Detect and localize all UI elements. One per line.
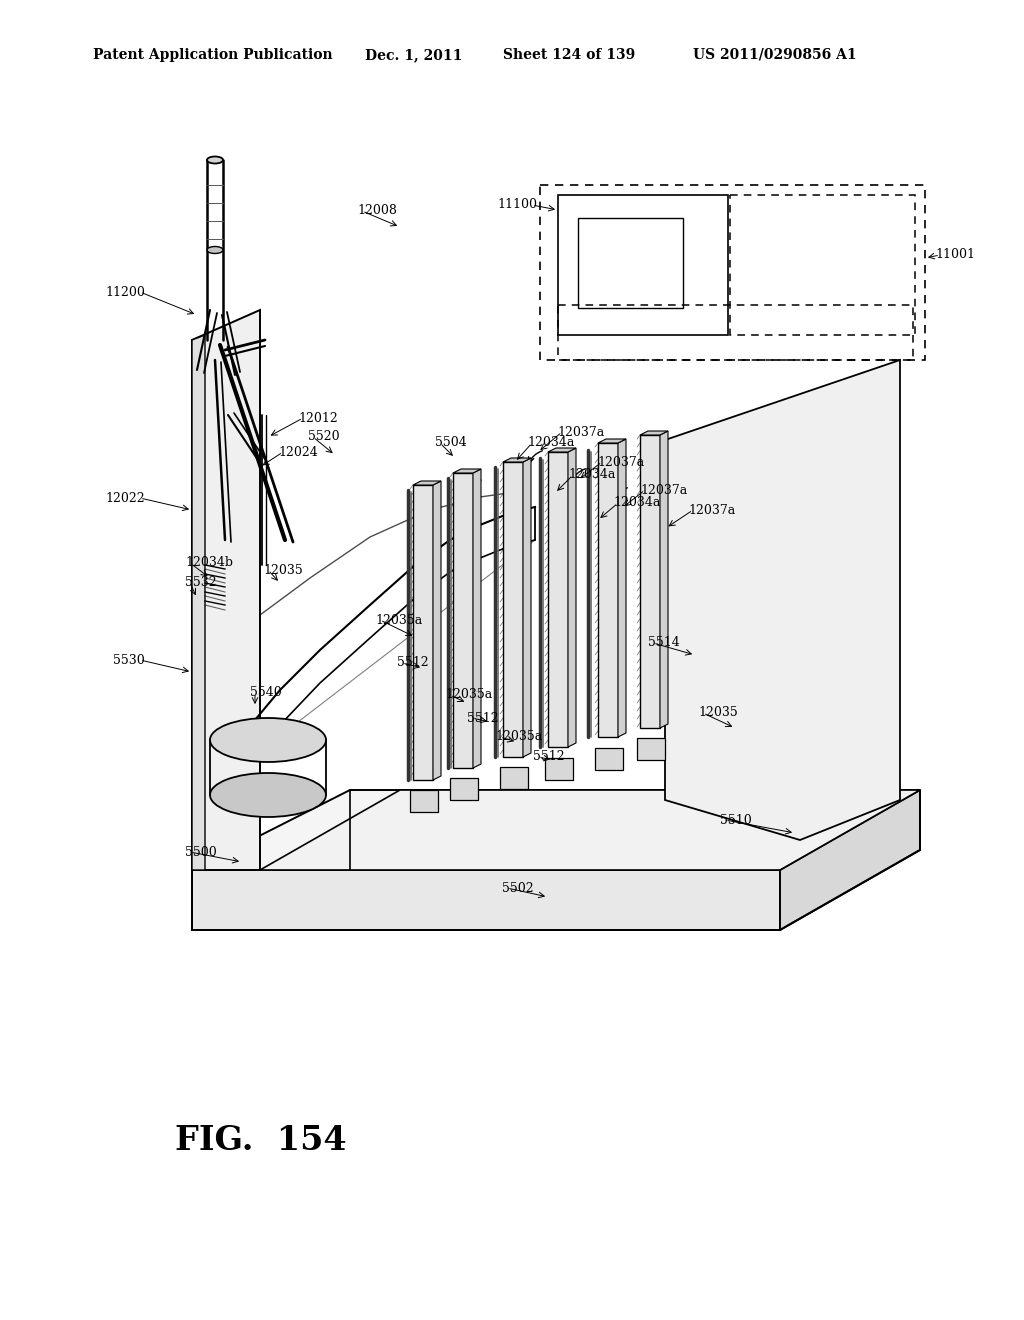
Text: 5540: 5540: [250, 686, 282, 700]
Text: 12034a: 12034a: [613, 496, 660, 510]
Polygon shape: [548, 447, 575, 451]
Polygon shape: [598, 444, 618, 737]
Polygon shape: [640, 432, 668, 436]
Text: 12034a: 12034a: [527, 437, 574, 450]
Polygon shape: [780, 789, 920, 931]
Text: 12035: 12035: [698, 706, 737, 719]
Bar: [540, 185, 925, 360]
Text: 11200: 11200: [105, 285, 145, 298]
Text: 12034a: 12034a: [568, 469, 615, 482]
Ellipse shape: [210, 774, 326, 817]
Text: US 2011/0290856 A1: US 2011/0290856 A1: [693, 48, 857, 62]
Polygon shape: [193, 310, 260, 870]
Bar: [558, 195, 728, 335]
Text: 12035a: 12035a: [495, 730, 543, 743]
Text: 11100: 11100: [497, 198, 537, 211]
Polygon shape: [410, 789, 438, 812]
Polygon shape: [523, 458, 531, 756]
Text: 11001: 11001: [935, 248, 975, 261]
Text: 12034b: 12034b: [185, 557, 233, 569]
Text: Sheet 124 of 139: Sheet 124 of 139: [503, 48, 635, 62]
Polygon shape: [500, 767, 528, 789]
Polygon shape: [413, 480, 441, 484]
Polygon shape: [413, 484, 433, 780]
Text: 5502: 5502: [502, 882, 534, 895]
Text: 5514: 5514: [648, 636, 680, 649]
Text: 12035: 12035: [263, 564, 303, 577]
Text: 12035a: 12035a: [445, 689, 493, 701]
Text: Dec. 1, 2011: Dec. 1, 2011: [365, 48, 463, 62]
Text: Patent Application Publication: Patent Application Publication: [93, 48, 333, 62]
Polygon shape: [595, 748, 623, 770]
Ellipse shape: [210, 718, 326, 762]
Text: 12037a: 12037a: [557, 425, 604, 438]
Polygon shape: [193, 870, 780, 931]
Bar: [578, 218, 683, 308]
Polygon shape: [548, 451, 568, 747]
Text: 5500: 5500: [185, 846, 217, 858]
Polygon shape: [453, 473, 473, 768]
Text: 5512: 5512: [397, 656, 429, 669]
Polygon shape: [260, 789, 920, 870]
Polygon shape: [665, 360, 900, 840]
Polygon shape: [193, 789, 920, 870]
Polygon shape: [503, 462, 523, 756]
Polygon shape: [545, 758, 573, 780]
Bar: [558, 305, 913, 360]
Text: 12037a: 12037a: [688, 503, 735, 516]
Text: 5532: 5532: [185, 577, 217, 590]
Text: 12037a: 12037a: [640, 483, 687, 496]
Text: 12022: 12022: [105, 491, 145, 504]
Polygon shape: [503, 458, 531, 462]
Polygon shape: [473, 469, 481, 768]
Ellipse shape: [207, 157, 223, 164]
Polygon shape: [193, 335, 205, 870]
Text: 12008: 12008: [357, 205, 397, 218]
Text: 5504: 5504: [435, 437, 467, 450]
Text: 5510: 5510: [720, 813, 752, 826]
Text: 12012: 12012: [298, 412, 338, 425]
Text: 5530: 5530: [114, 653, 145, 667]
Polygon shape: [433, 480, 441, 780]
Polygon shape: [450, 777, 478, 800]
Polygon shape: [568, 447, 575, 747]
Polygon shape: [640, 436, 660, 729]
Ellipse shape: [207, 247, 223, 253]
Polygon shape: [618, 440, 626, 737]
Polygon shape: [637, 738, 665, 760]
Text: 5512: 5512: [534, 751, 564, 763]
Text: 12035a: 12035a: [375, 614, 422, 627]
Text: FIG.  154: FIG. 154: [175, 1123, 347, 1156]
Text: 5520: 5520: [308, 430, 340, 444]
Polygon shape: [453, 469, 481, 473]
Text: 12024: 12024: [278, 446, 317, 458]
Bar: [730, 195, 915, 335]
Polygon shape: [598, 440, 626, 444]
Text: 5512: 5512: [467, 711, 499, 725]
Text: 12037a: 12037a: [597, 455, 644, 469]
Polygon shape: [660, 432, 668, 729]
